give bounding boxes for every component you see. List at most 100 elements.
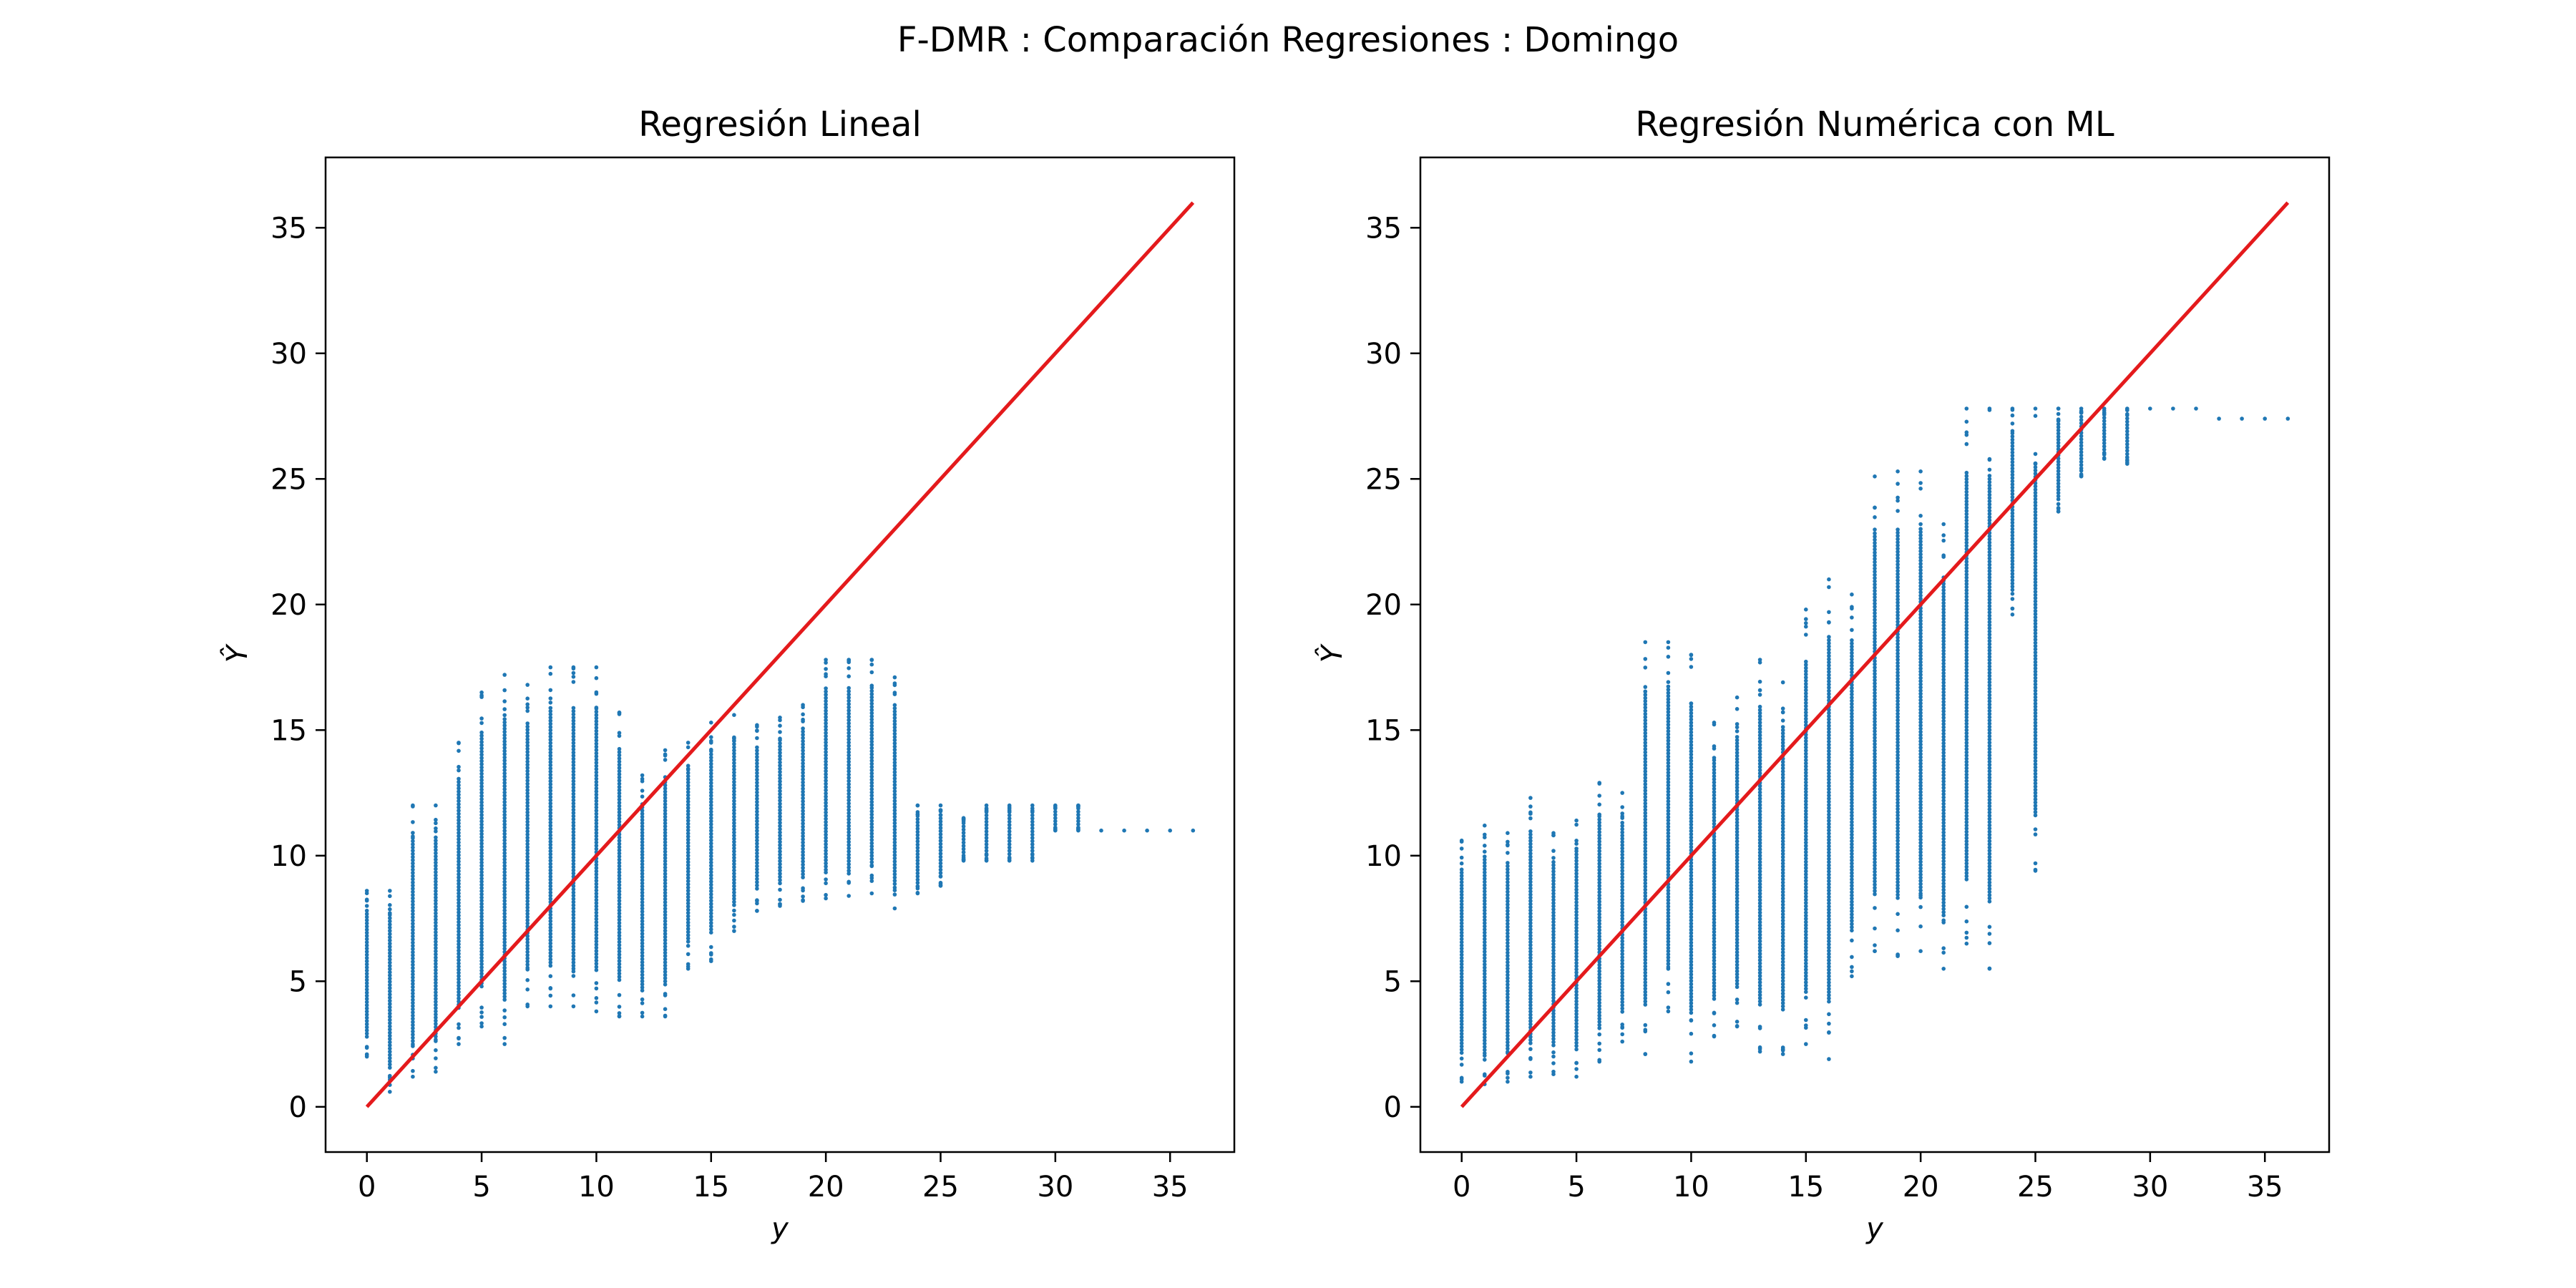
panel-right-point	[1896, 509, 1900, 513]
panel-right-point	[1918, 802, 1923, 807]
panel-right-point	[1689, 883, 1694, 887]
panel-right-point	[1896, 683, 1900, 688]
panel-right-point	[1964, 600, 1969, 605]
panel-right-point	[1643, 990, 1648, 994]
panel-right-point	[1757, 882, 1762, 887]
panel-left-point	[548, 974, 553, 978]
panel-left-point	[617, 962, 622, 967]
panel-right-point	[1896, 686, 1900, 691]
panel-left-point	[525, 804, 530, 809]
panel-right-point	[1827, 758, 1831, 763]
panel-left-point	[869, 819, 874, 824]
panel-right-point	[1987, 842, 1992, 847]
panel-left-point	[594, 888, 599, 893]
panel-right-point	[1689, 800, 1694, 805]
panel-right-point	[1780, 988, 1785, 992]
panel-right-point	[1459, 962, 1464, 967]
panel-right-point	[2033, 532, 2038, 537]
panel-left-point	[434, 908, 438, 912]
panel-right-point	[1896, 498, 1900, 503]
panel-right-point	[1459, 908, 1464, 913]
panel-left-point	[502, 912, 507, 916]
panel-left-point	[502, 934, 507, 938]
panel-left-point	[571, 909, 576, 914]
panel-right-point	[2079, 450, 2084, 454]
panel-left-point	[548, 804, 553, 809]
panel-left-point	[434, 911, 438, 916]
panel-right-point	[2033, 688, 2038, 693]
panel-right-point	[1459, 927, 1464, 932]
panel-right-point	[1528, 959, 1533, 963]
panel-left-point	[388, 932, 392, 937]
panel-left-point	[686, 930, 691, 935]
panel-right-point	[1987, 871, 1992, 875]
panel-left-point	[915, 880, 920, 885]
panel-left-point	[502, 835, 507, 839]
panel-right-point	[1873, 802, 1877, 807]
panel-right-point	[1896, 658, 1900, 662]
panel-right-point	[1780, 947, 1785, 952]
panel-right-point	[1757, 688, 1762, 693]
panel-left-point	[824, 756, 828, 761]
panel-left-point	[617, 759, 622, 764]
panel-right-point	[1735, 763, 1740, 768]
panel-right-point	[1735, 915, 1740, 919]
panel-right-point	[1964, 753, 1969, 758]
panel-right-point	[1712, 962, 1717, 966]
panel-left-point	[411, 1010, 415, 1015]
panel-left-point	[801, 780, 805, 785]
panel-right-point	[1666, 713, 1671, 718]
panel-left-point	[548, 721, 553, 726]
panel-left-point	[686, 780, 691, 785]
panel-left-point	[571, 899, 576, 904]
panel-left-point	[388, 1053, 392, 1058]
panel-right-point	[1987, 496, 1992, 500]
panel-left-point	[502, 902, 507, 907]
panel-left-point	[479, 984, 484, 989]
panel-left-point	[663, 909, 668, 914]
panel-left-point	[479, 831, 484, 836]
panel-left-point	[457, 856, 461, 861]
panel-right-point	[1620, 862, 1624, 867]
panel-right-point	[1506, 935, 1510, 939]
panel-right-point	[1896, 543, 1900, 547]
panel-right-point	[1918, 555, 1923, 560]
panel-right-point	[1735, 725, 1740, 730]
panel-right-point	[1735, 823, 1740, 828]
panel-left-point	[594, 866, 599, 870]
panel-right-point	[1528, 997, 1533, 1001]
panel-left-point	[434, 904, 438, 909]
panel-right-point	[1873, 809, 1877, 814]
panel-left-point	[617, 883, 622, 887]
panel-right-point	[1780, 741, 1785, 745]
panel-left-point	[709, 774, 713, 779]
panel-right-point	[1896, 530, 1900, 535]
panel-right-point	[1780, 962, 1785, 967]
panel-right-point	[2033, 765, 2038, 770]
panel-right-point	[2010, 530, 2015, 535]
panel-left-point	[709, 835, 713, 839]
panel-right-point	[1597, 982, 1601, 986]
panel-right-point	[1896, 562, 1900, 567]
panel-right-point	[2033, 784, 2038, 789]
panel-right-point	[1666, 869, 1671, 874]
panel-right-point	[1827, 815, 1831, 820]
panel-left-point	[457, 837, 461, 841]
panel-left-point	[869, 721, 874, 725]
panel-left-point	[640, 919, 645, 924]
panel-left-point	[457, 844, 461, 848]
panel-right-point	[1964, 633, 1969, 637]
panel-left-point	[571, 833, 576, 838]
panel-left-point	[434, 882, 438, 887]
panel-right-point	[1804, 831, 1808, 836]
panel-right-point	[1483, 864, 1487, 869]
panel-left-point	[457, 932, 461, 937]
panel-right-point	[1643, 789, 1648, 793]
panel-right-point	[1483, 950, 1487, 954]
panel-left-point	[502, 707, 507, 711]
panel-right-point	[1918, 580, 1923, 585]
panel-right-point	[1666, 885, 1671, 889]
panel-right-point	[1827, 708, 1831, 712]
panel-right-point	[1987, 801, 1992, 805]
panel-left-point	[502, 746, 507, 750]
